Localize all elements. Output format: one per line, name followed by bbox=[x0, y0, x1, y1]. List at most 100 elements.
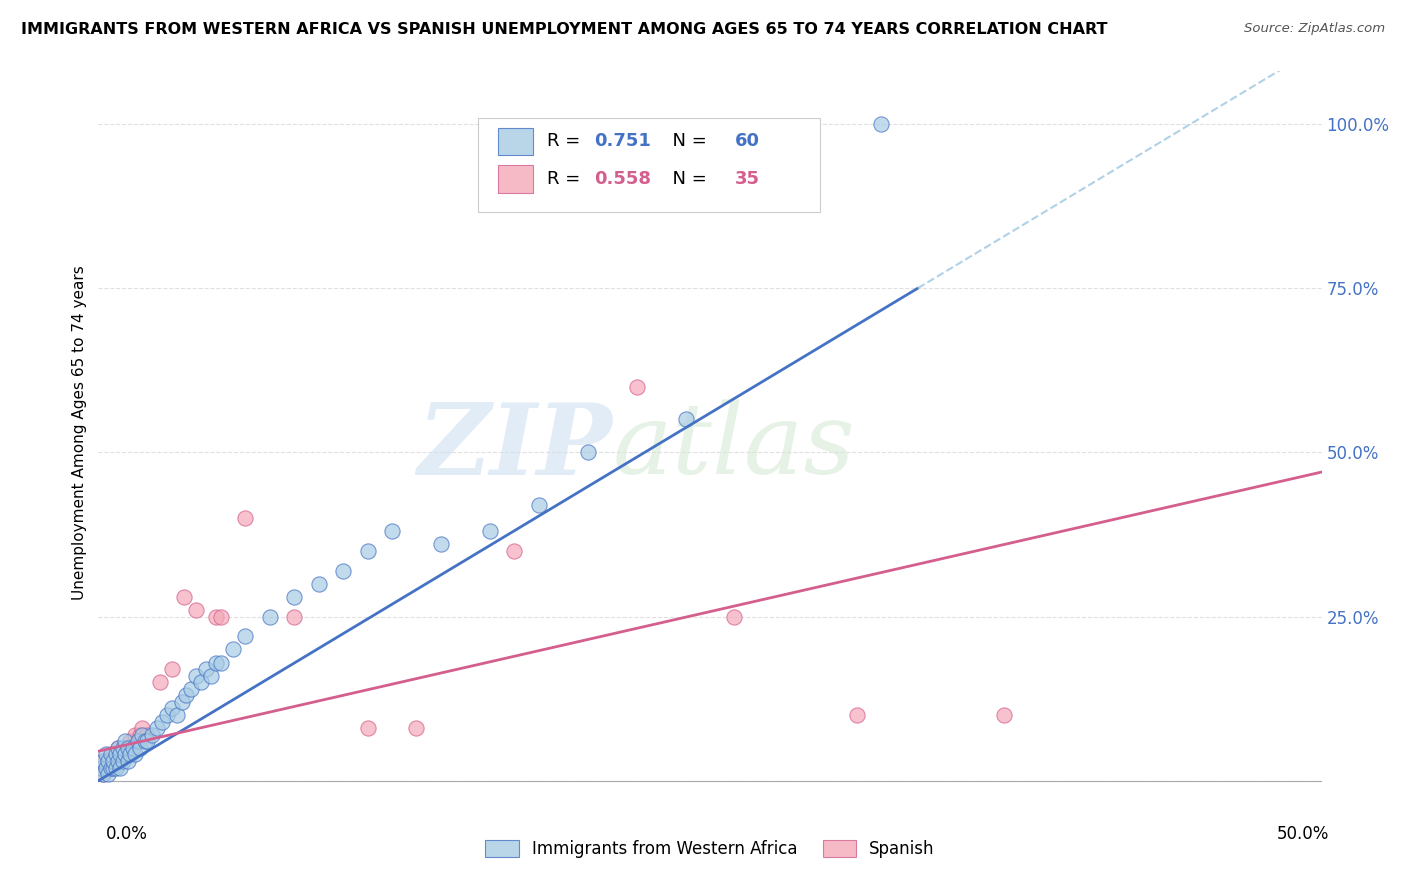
Point bbox=[117, 740, 139, 755]
Point bbox=[111, 754, 134, 768]
Point bbox=[104, 761, 127, 775]
Text: Source: ZipAtlas.com: Source: ZipAtlas.com bbox=[1244, 22, 1385, 36]
Point bbox=[149, 675, 172, 690]
Point bbox=[332, 564, 354, 578]
Point bbox=[111, 740, 134, 755]
Point bbox=[405, 721, 427, 735]
Point bbox=[209, 609, 232, 624]
Point bbox=[200, 668, 222, 682]
Text: 0.751: 0.751 bbox=[593, 132, 651, 151]
Text: atlas: atlas bbox=[612, 400, 855, 495]
Point bbox=[233, 511, 256, 525]
Point bbox=[356, 721, 378, 735]
Point bbox=[121, 740, 143, 755]
Point bbox=[186, 603, 208, 617]
Point bbox=[117, 754, 139, 768]
Point bbox=[91, 767, 114, 781]
Point bbox=[146, 721, 169, 735]
Point bbox=[222, 642, 245, 657]
Text: ZIP: ZIP bbox=[418, 399, 612, 495]
Point bbox=[90, 761, 112, 775]
Point bbox=[993, 708, 1015, 723]
Point bbox=[94, 761, 117, 775]
Point bbox=[150, 714, 173, 729]
Point bbox=[129, 728, 152, 742]
Point bbox=[124, 728, 146, 742]
Point bbox=[91, 767, 114, 781]
Point bbox=[134, 734, 156, 748]
Point bbox=[430, 537, 453, 551]
Point bbox=[97, 767, 120, 781]
Point bbox=[121, 740, 143, 755]
Point bbox=[94, 761, 117, 775]
Point bbox=[136, 734, 159, 748]
Point bbox=[478, 524, 501, 538]
Point bbox=[209, 656, 232, 670]
Point bbox=[111, 747, 134, 762]
Point bbox=[107, 740, 129, 755]
Point bbox=[176, 689, 198, 703]
Point bbox=[101, 754, 124, 768]
FancyBboxPatch shape bbox=[478, 119, 820, 212]
Point bbox=[259, 609, 281, 624]
Point bbox=[205, 656, 228, 670]
Point bbox=[381, 524, 404, 538]
Text: 50.0%: 50.0% bbox=[1277, 825, 1329, 843]
Point bbox=[195, 662, 218, 676]
Point bbox=[160, 701, 183, 715]
Point bbox=[283, 590, 305, 604]
Point bbox=[626, 379, 648, 393]
FancyBboxPatch shape bbox=[498, 128, 533, 155]
Point bbox=[114, 734, 136, 748]
Point bbox=[845, 708, 868, 723]
Point bbox=[120, 734, 142, 748]
Point bbox=[131, 721, 153, 735]
Point bbox=[107, 740, 129, 755]
Point bbox=[503, 544, 526, 558]
Point bbox=[114, 747, 136, 762]
Point bbox=[131, 728, 153, 742]
Point bbox=[97, 754, 120, 768]
Point bbox=[94, 747, 117, 762]
Point bbox=[576, 445, 599, 459]
Text: N =: N = bbox=[661, 170, 713, 188]
Point bbox=[141, 728, 163, 742]
Point bbox=[675, 412, 697, 426]
Point bbox=[160, 662, 183, 676]
Point bbox=[233, 629, 256, 643]
Point bbox=[110, 747, 132, 762]
Text: 0.558: 0.558 bbox=[593, 170, 651, 188]
Point bbox=[283, 609, 305, 624]
Point bbox=[90, 761, 112, 775]
Point bbox=[124, 747, 146, 762]
Point bbox=[120, 747, 142, 762]
Point bbox=[180, 681, 202, 696]
Text: R =: R = bbox=[547, 170, 586, 188]
Point bbox=[97, 754, 120, 768]
Text: IMMIGRANTS FROM WESTERN AFRICA VS SPANISH UNEMPLOYMENT AMONG AGES 65 TO 74 YEARS: IMMIGRANTS FROM WESTERN AFRICA VS SPANIS… bbox=[21, 22, 1108, 37]
Point bbox=[527, 498, 550, 512]
Point bbox=[101, 761, 124, 775]
Point bbox=[205, 609, 228, 624]
Point bbox=[104, 747, 127, 762]
Point bbox=[91, 754, 114, 768]
Point bbox=[114, 740, 136, 755]
Legend: Immigrants from Western Africa, Spanish: Immigrants from Western Africa, Spanish bbox=[478, 833, 942, 865]
Text: 35: 35 bbox=[734, 170, 759, 188]
Text: N =: N = bbox=[661, 132, 713, 151]
Point bbox=[107, 754, 129, 768]
Point bbox=[170, 695, 193, 709]
Point bbox=[100, 761, 122, 775]
Text: 60: 60 bbox=[734, 132, 759, 151]
Point bbox=[101, 747, 124, 762]
Point bbox=[356, 544, 378, 558]
Point bbox=[870, 117, 893, 131]
Point bbox=[173, 590, 195, 604]
Point bbox=[110, 761, 132, 775]
FancyBboxPatch shape bbox=[498, 165, 533, 193]
Point bbox=[91, 754, 114, 768]
Point bbox=[104, 754, 127, 768]
Point bbox=[100, 747, 122, 762]
Point bbox=[186, 668, 208, 682]
Point bbox=[156, 708, 179, 723]
